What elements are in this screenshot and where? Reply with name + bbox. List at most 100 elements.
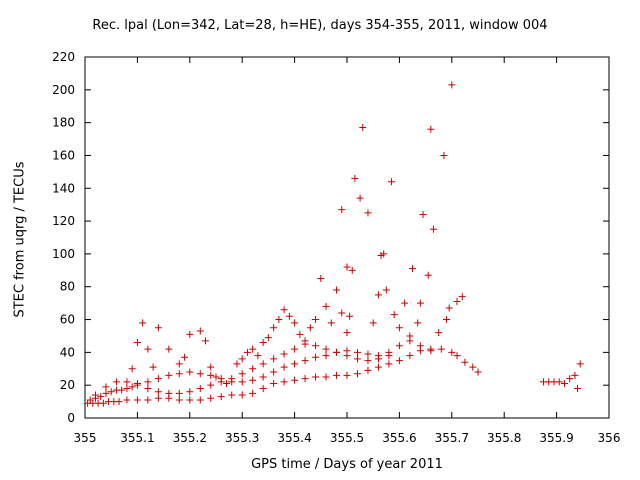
data-point (427, 125, 435, 133)
data-point (364, 350, 372, 358)
data-point (317, 275, 325, 283)
data-point (395, 324, 403, 332)
data-point (249, 376, 257, 384)
data-point (395, 342, 403, 350)
data-point (364, 357, 372, 365)
data-point (264, 334, 272, 342)
data-point (149, 363, 157, 371)
data-point (175, 370, 183, 378)
data-point (207, 381, 215, 389)
data-point (154, 388, 162, 396)
data-point (275, 316, 283, 324)
data-point (406, 332, 414, 340)
data-point (270, 380, 278, 388)
data-point (222, 380, 230, 388)
data-point (369, 319, 377, 327)
data-point (154, 375, 162, 383)
data-point (322, 352, 330, 360)
data-point (385, 360, 393, 368)
chart-title: Rec. lpal (Lon=342, Lat=28, h=HE), days … (92, 18, 548, 33)
data-point (443, 316, 451, 324)
data-point (280, 350, 288, 358)
data-point (118, 386, 126, 394)
data-point (424, 271, 432, 279)
data-point (322, 302, 330, 310)
y-tick-label: 160 (52, 148, 75, 162)
data-point (259, 360, 267, 368)
data-point (333, 286, 341, 294)
data-point (419, 211, 427, 219)
data-point (435, 329, 443, 337)
data-point (374, 291, 382, 299)
data-point (165, 389, 173, 397)
data-point (560, 380, 568, 388)
data-point (196, 384, 204, 392)
data-point (453, 297, 461, 305)
x-tick-label: 355.4 (277, 431, 311, 445)
data-point (385, 352, 393, 360)
data-point (128, 365, 136, 373)
data-point (453, 352, 461, 360)
data-point (353, 348, 361, 356)
data-point (154, 394, 162, 402)
data-point (382, 286, 390, 294)
data-point (112, 378, 120, 386)
data-point (312, 353, 320, 361)
y-tick-label: 20 (60, 378, 75, 392)
data-point (458, 293, 466, 301)
data-point (406, 352, 414, 360)
y-tick-label: 80 (60, 280, 75, 294)
x-tick-label: 356 (598, 431, 621, 445)
data-point (270, 368, 278, 376)
data-point (353, 355, 361, 363)
data-point (259, 384, 267, 392)
data-point (338, 206, 346, 214)
data-point (270, 355, 278, 363)
data-point (233, 360, 241, 368)
data-point (574, 384, 582, 392)
data-point (343, 263, 351, 271)
data-point (416, 342, 424, 350)
data-point (175, 360, 183, 368)
data-point (186, 330, 194, 338)
data-point (356, 194, 364, 202)
data-point (440, 151, 448, 159)
data-point (196, 396, 204, 404)
x-tick-label: 355.7 (435, 431, 469, 445)
data-point (445, 304, 453, 312)
data-point (123, 396, 131, 404)
y-tick-label: 40 (60, 345, 75, 359)
data-point (380, 250, 388, 258)
data-point (186, 396, 194, 404)
x-axis-label: GPS time / Days of year 2011 (251, 457, 443, 472)
data-point (115, 398, 123, 406)
data-point (107, 388, 115, 396)
data-point (343, 329, 351, 337)
data-point (186, 368, 194, 376)
data-point (91, 391, 99, 399)
x-tick-label: 355.6 (382, 431, 416, 445)
data-point (259, 373, 267, 381)
data-point (144, 396, 152, 404)
data-point (202, 337, 210, 345)
data-point (102, 383, 110, 391)
data-point (427, 347, 435, 355)
data-point (374, 355, 382, 363)
data-point (165, 371, 173, 379)
x-tick-label: 355.1 (120, 431, 154, 445)
data-point (429, 225, 437, 233)
data-point (291, 319, 299, 327)
data-point (228, 375, 236, 383)
data-point (196, 327, 204, 335)
data-point (249, 389, 257, 397)
data-point (301, 375, 309, 383)
data-point (291, 376, 299, 384)
data-point (280, 363, 288, 371)
data-point (133, 380, 141, 388)
data-point (296, 330, 304, 338)
x-tick-label: 355 (74, 431, 97, 445)
data-point (333, 371, 341, 379)
data-point (249, 365, 257, 373)
data-point (348, 266, 356, 274)
data-point (270, 324, 278, 332)
